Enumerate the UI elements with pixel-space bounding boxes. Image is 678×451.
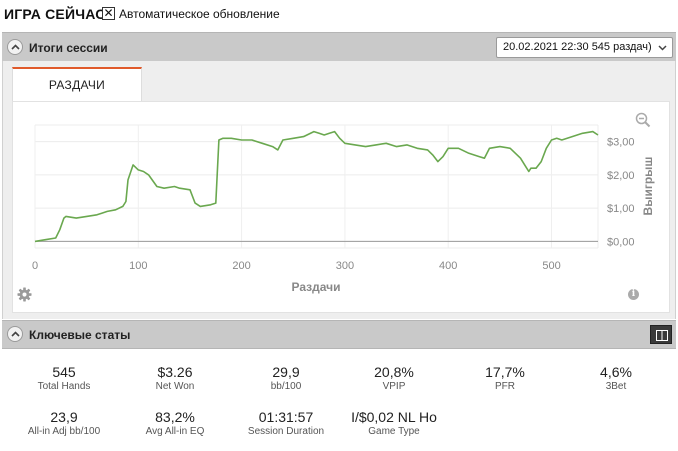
stat-3bet: 4,6% 3Bet — [561, 364, 671, 392]
tab-hands[interactable]: РАЗДАЧИ — [12, 67, 142, 101]
key-stats-header: Ключевые статы — [2, 320, 676, 349]
top-bar: ИГРА СЕЙЧАС ✕ Автоматическое обновление — [0, 0, 678, 30]
auto-update-label[interactable]: Автоматическое обновление — [119, 7, 280, 21]
stat-allin-adj-bb100: 23,9 All-in Adj bb/100 — [9, 409, 119, 437]
stat-label: Net Won — [155, 381, 195, 392]
stat-value: 29,9 — [272, 364, 300, 380]
session-select[interactable]: 20.02.2021 22:30 545 раздач) — [496, 37, 673, 58]
chart-card — [12, 101, 670, 313]
stat-label: Total Hands — [37, 381, 91, 392]
stat-total-hands: 545 Total Hands — [9, 364, 119, 392]
stat-avg-allin-eq: 83,2% Avg All-in EQ — [120, 409, 230, 437]
auto-update-checkbox[interactable]: ✕ — [102, 6, 115, 20]
info-icon[interactable]: i — [628, 289, 639, 300]
stat-pfr: 17,7% PFR — [450, 364, 560, 392]
layout-toggle-button[interactable] — [650, 325, 672, 344]
stat-value: 23,9 — [50, 409, 78, 425]
stat-value: 545 — [52, 364, 76, 380]
chevron-up-icon — [11, 331, 20, 337]
chevron-down-icon — [658, 45, 667, 51]
stat-game-type: I/$0,02 NL Ho Game Type — [339, 409, 449, 437]
stat-label: Session Duration — [247, 426, 325, 437]
stat-label: bb/100 — [270, 381, 302, 392]
session-select-value: 20.02.2021 22:30 545 раздач) — [503, 41, 652, 53]
stat-label: Game Type — [368, 426, 420, 437]
stat-value: $3.26 — [157, 364, 193, 380]
stat-label: 3Bet — [605, 381, 627, 392]
stat-label: All-in Adj bb/100 — [27, 426, 101, 437]
stat-value: 4,6% — [600, 364, 632, 380]
stat-net-won: $3.26 Net Won — [120, 364, 230, 392]
stat-value: 83,2% — [155, 409, 195, 425]
stat-bb100: 29,9 bb/100 — [231, 364, 341, 392]
app-title: ИГРА СЕЙЧАС — [4, 6, 106, 22]
stat-label: PFR — [495, 381, 515, 392]
session-results-title: Итоги сессии — [29, 41, 108, 55]
stat-label: VPIP — [382, 381, 406, 392]
stat-label: Avg All-in EQ — [145, 426, 205, 437]
zoom-out-icon[interactable] — [635, 112, 651, 128]
stat-value: 17,7% — [485, 364, 525, 380]
stat-value: 20,8% — [374, 364, 414, 380]
session-results-header: Итоги сессии 20.02.2021 22:30 545 раздач… — [2, 32, 676, 62]
key-stats-collapse-button[interactable] — [7, 326, 23, 342]
stat-session-duration: 01:31:57 Session Duration — [231, 409, 341, 437]
stat-value: 01:31:57 — [258, 409, 314, 425]
gear-icon[interactable] — [17, 287, 32, 302]
stat-value: I/$0,02 NL Ho — [351, 409, 437, 425]
session-collapse-button[interactable] — [7, 39, 23, 55]
tab-hands-label: РАЗДАЧИ — [48, 78, 106, 92]
stat-vpip: 20,8% VPIP — [339, 364, 449, 392]
key-stats-title: Ключевые статы — [29, 328, 131, 342]
split-view-icon — [656, 330, 668, 341]
key-stats-grid: 545 Total Hands $3.26 Net Won 29,9 bb/10… — [2, 349, 676, 449]
chevron-up-icon — [11, 44, 20, 50]
session-chart-panel: РАЗДАЧИ — [2, 61, 676, 319]
